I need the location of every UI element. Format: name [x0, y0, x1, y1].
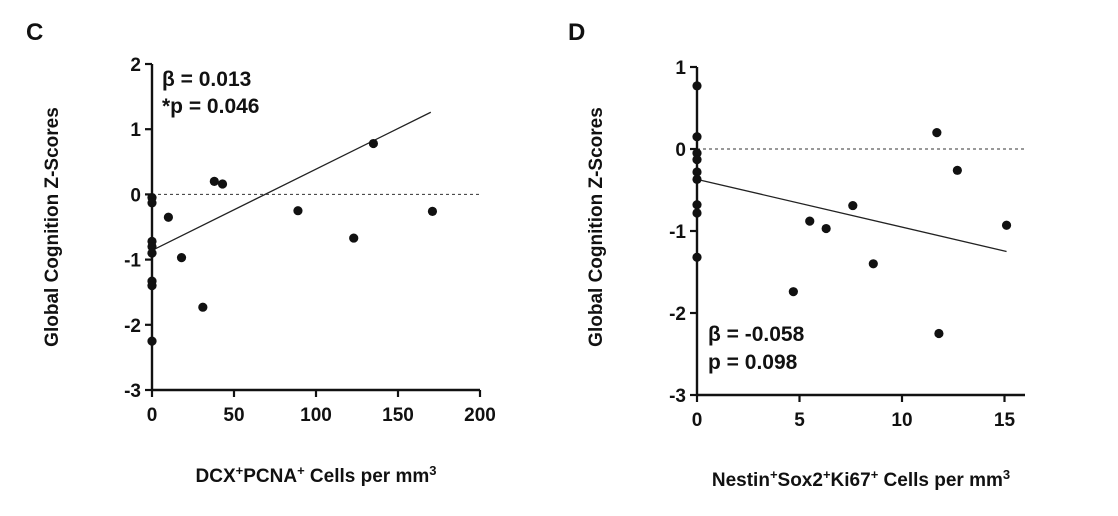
x-tick-label: 200 — [464, 405, 496, 426]
y-tick-label: -3 — [669, 386, 686, 407]
x-tick-label: 5 — [794, 410, 805, 431]
y-tick-label: 0 — [675, 140, 686, 161]
data-point — [805, 216, 815, 226]
stats-annotation: β = -0.058 — [708, 323, 805, 346]
data-point — [147, 336, 157, 346]
regression-line — [696, 178, 1007, 253]
data-point — [293, 206, 303, 216]
data-point — [692, 167, 702, 177]
data-point — [147, 241, 157, 252]
data-point — [692, 155, 702, 165]
data-point — [692, 208, 702, 218]
y-tick-label: 1 — [675, 58, 686, 79]
y-tick-label: 0 — [130, 185, 141, 206]
stats-annotation: *p = 0.046 — [162, 95, 259, 118]
panel-label: C — [26, 19, 43, 46]
data-point — [692, 132, 702, 142]
x-tick-label: 0 — [147, 405, 158, 426]
y-tick-label: 1 — [130, 120, 141, 141]
data-point — [163, 212, 173, 222]
data-point — [821, 223, 831, 234]
x-tick-label: 10 — [891, 410, 912, 431]
y-tick-label: -2 — [124, 316, 141, 337]
y-tick-label: 2 — [130, 55, 141, 76]
data-point — [692, 148, 702, 158]
x-axis-title: DCX+PCNA+ Cells per mm3 — [196, 463, 437, 488]
data-point — [934, 328, 944, 339]
data-point — [692, 200, 702, 210]
data-point — [952, 165, 962, 175]
data-point — [349, 233, 359, 243]
x-tick-label: 50 — [223, 405, 244, 426]
y-axis-title: Global Cognition Z-Scores — [42, 107, 63, 347]
y-tick-label: -1 — [124, 251, 141, 272]
stats-annotation: β = 0.013 — [162, 68, 251, 91]
x-tick-label: 15 — [994, 410, 1016, 431]
y-tick-label: -2 — [669, 304, 686, 325]
regression-line — [151, 111, 432, 252]
data-point — [147, 198, 157, 208]
data-point — [788, 287, 798, 297]
data-point — [217, 179, 228, 189]
stats-annotation: p = 0.098 — [708, 351, 798, 374]
y-axis-title: Global Cognition Z-Scores — [586, 107, 607, 347]
data-point — [176, 253, 187, 263]
panel-c: C -3 -2 -1 0 1 2 0 50 100 150 200 Global Cognition Z… — [26, 19, 496, 487]
data-point — [692, 252, 702, 262]
data-point — [692, 174, 702, 184]
x-tick-label: 150 — [382, 405, 414, 426]
x-tick-label: 100 — [300, 405, 332, 426]
x-axis-title: Nestin+Sox2+Ki67+ Cells per mm3 — [712, 467, 1010, 492]
data-point — [932, 128, 942, 138]
x-tick-label: 0 — [692, 410, 703, 431]
y-tick-label: -3 — [124, 381, 141, 402]
data-point — [692, 81, 702, 91]
data-point — [147, 248, 157, 258]
data-point — [209, 176, 219, 186]
y-tick-label: -1 — [669, 222, 686, 243]
data-point — [198, 302, 208, 312]
data-point — [368, 138, 378, 149]
data-point — [848, 200, 858, 211]
panel-label: D — [568, 19, 585, 46]
data-point — [868, 259, 878, 269]
data-point — [147, 281, 157, 291]
data-point — [1001, 220, 1012, 230]
data-point — [427, 206, 438, 216]
